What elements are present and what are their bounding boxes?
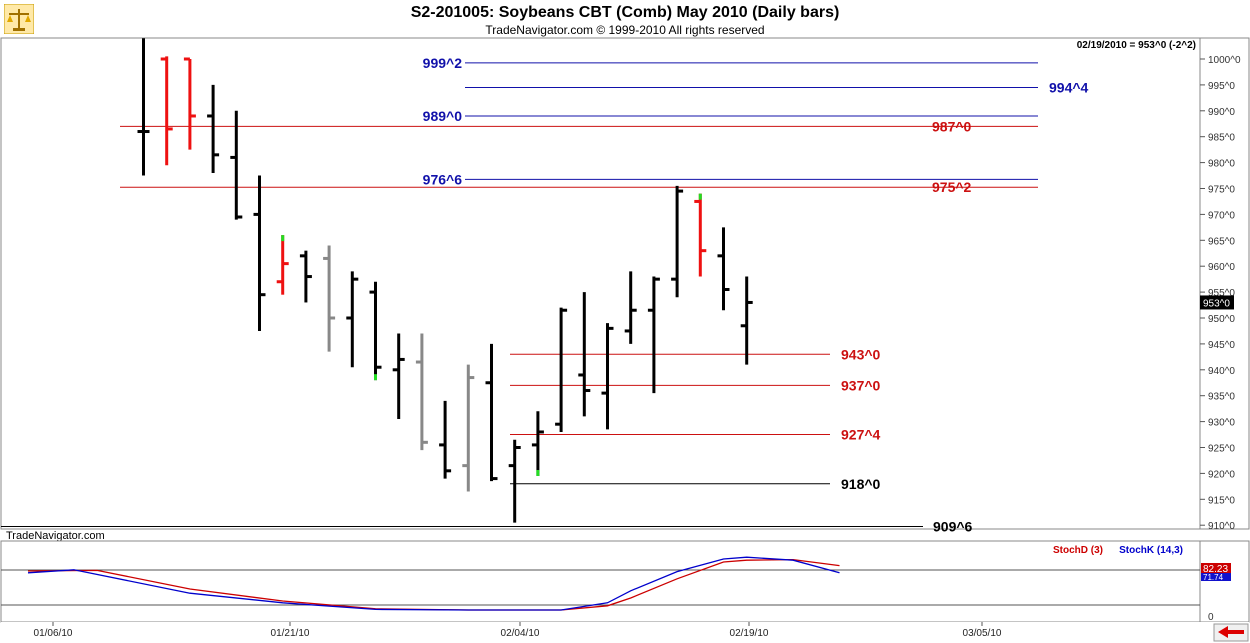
stochastic-axis <box>1199 540 1250 623</box>
y-tick-label: 990^0 <box>1208 107 1235 118</box>
stochastic-panel <box>0 540 1201 623</box>
level-label: 987^0 <box>932 118 972 134</box>
copyright-subtitle: TradeNavigator.com © 1999-2010 All right… <box>485 23 765 37</box>
y-tick-label: 960^0 <box>1208 262 1235 273</box>
stoch-k-last-label: 71.74 <box>1203 573 1224 582</box>
stoch-y-tick-label: 0 <box>1208 612 1214 623</box>
x-tick-label: 02/19/10 <box>730 628 769 639</box>
level-label: 994^4 <box>1049 79 1089 95</box>
level-label: 975^2 <box>932 179 972 195</box>
legend-stoch-k: StochK (14,3) <box>1119 545 1183 556</box>
stoch-d-last-label: 82.23 <box>1203 564 1228 575</box>
y-tick-label: 910^0 <box>1208 521 1235 532</box>
level-lines: 999^2 994^4 989^0 987^0 976^6 975^2 943^0 937^0… <box>1 55 1089 534</box>
y-tick-label: 980^0 <box>1208 159 1235 170</box>
level-label: 937^0 <box>841 377 881 393</box>
level-label: 909^6 <box>933 518 973 534</box>
y-tick-label: 955^0 <box>1208 288 1235 299</box>
y-tick-label: 950^0 <box>1208 314 1235 325</box>
level-label: 918^0 <box>841 476 881 492</box>
price-panel <box>0 37 1201 530</box>
y-tick-label: 925^0 <box>1208 444 1235 455</box>
chart-title-bar: S2-201005: Soybeans CBT (Comb) May 2010 … <box>0 0 1250 40</box>
scroll-left-arrow-icon[interactable] <box>1213 623 1249 642</box>
y-tick-label: 995^0 <box>1208 81 1235 92</box>
stoch-line <box>27 556 840 611</box>
watermark-text: TradeNavigator.com <box>6 530 105 542</box>
x-tick-label: 02/04/10 <box>501 628 540 639</box>
y-tick-label: 985^0 <box>1208 133 1235 144</box>
y-tick-label: 935^0 <box>1208 392 1235 403</box>
y-tick-label: 915^0 <box>1208 495 1235 506</box>
x-tick-label: 01/06/10 <box>34 628 73 639</box>
y-tick-label: 965^0 <box>1208 236 1235 247</box>
price-axis <box>1199 37 1250 530</box>
stoch-k-last-box <box>1201 573 1231 581</box>
last-price-box <box>1200 295 1234 310</box>
y-tick-label: 930^0 <box>1208 418 1235 429</box>
price-axis-ticks: 910^0 915^0 920^0 925^0 930^0 935^0 940^0 945^0… <box>1200 55 1241 532</box>
level-label: 976^6 <box>423 171 463 187</box>
level-label: 989^0 <box>423 108 463 124</box>
stoch-line <box>27 558 840 611</box>
y-tick-label: 1000^0 <box>1208 55 1241 66</box>
scale-logo-icon[interactable] <box>4 4 34 34</box>
y-tick-label: 970^0 <box>1208 210 1235 221</box>
date-axis <box>1 622 1249 642</box>
chart-title: S2-201005: Soybeans CBT (Comb) May 2010 … <box>410 4 840 21</box>
legend-stoch-d: StochD (3) <box>1053 545 1103 556</box>
level-label: 943^0 <box>841 346 881 362</box>
last-price-label: 953^0 <box>1203 298 1230 309</box>
x-tick-label: 01/21/10 <box>271 628 310 639</box>
y-tick-label: 920^0 <box>1208 469 1235 480</box>
y-tick-label: 975^0 <box>1208 185 1235 196</box>
date-axis-ticks: 01/06/10 01/21/10 02/04/10 02/19/10 03/05/10 <box>34 622 1002 639</box>
last-price-marker: 953^0 <box>1200 295 1234 310</box>
level-label: 927^4 <box>841 427 881 443</box>
y-tick-label: 945^0 <box>1208 340 1235 351</box>
stoch-d-last-box <box>1201 563 1231 573</box>
last-quote-text: 02/19/2010 = 953^0 (-2^2) <box>1077 40 1196 51</box>
level-label: 999^2 <box>423 55 463 71</box>
price-bars <box>137 38 753 523</box>
y-tick-label: 940^0 <box>1208 366 1235 377</box>
x-tick-label: 03/05/10 <box>963 628 1002 639</box>
